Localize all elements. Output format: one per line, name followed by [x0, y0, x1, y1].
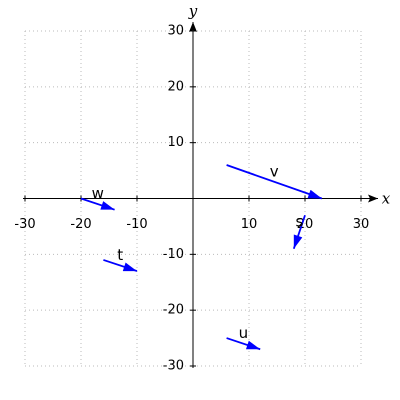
- vector-label: u: [239, 324, 249, 342]
- vector-arrow: [80, 197, 115, 211]
- vectors: v w t s u: [80, 162, 323, 351]
- vector-label: s: [295, 213, 303, 231]
- x-tick-label: 10: [241, 217, 258, 232]
- x-tick-label: -20: [70, 217, 91, 232]
- vector-label: w: [92, 185, 104, 203]
- vector-label: v: [270, 162, 279, 180]
- vector-arrow: [226, 164, 323, 200]
- vector-arrow: [103, 259, 138, 272]
- y-tick-label: -20: [163, 303, 184, 318]
- x-tick-label: 30: [353, 217, 370, 232]
- y-tick-label: 30: [167, 24, 184, 39]
- x-axis-title: x: [382, 190, 391, 208]
- y-tick-label: -10: [163, 247, 184, 262]
- y-tick-label: 10: [167, 135, 184, 150]
- x-tick-label: -10: [126, 217, 147, 232]
- x-tick-label: -30: [14, 217, 35, 232]
- vector-arrow: [226, 337, 261, 351]
- y-tick-label: 20: [167, 79, 184, 94]
- y-tick-label: -30: [163, 359, 184, 374]
- vector-label: t: [117, 246, 123, 264]
- vector-arrow: [292, 214, 306, 250]
- y-axis-title: y: [188, 2, 198, 20]
